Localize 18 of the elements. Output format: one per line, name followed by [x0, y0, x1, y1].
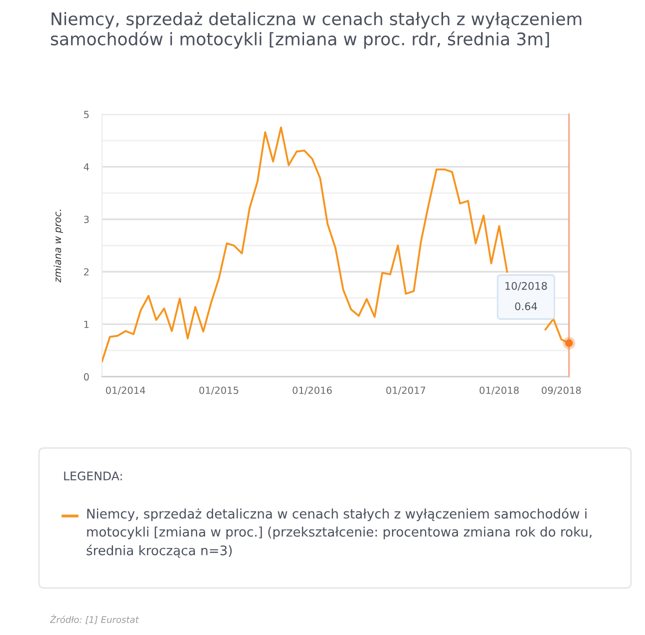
y-tick-label: 2 [84, 268, 89, 276]
annotation: 10/2018 0.64 [506, 282, 547, 310]
legend-title: LEGENDA: [64, 471, 122, 480]
y-tick-label: 0 [84, 373, 89, 381]
x-tick-label: 01/2018 [480, 386, 519, 395]
y-tick-label: 1 [84, 320, 89, 328]
chart-title: Niemcy, sprzedaż detaliczna w cenach stałych z wyłączeniem samochodów i motocykli [zmiana w proc. rdr, średnia 3m] [50, 12, 582, 49]
x-tick-label: 01/2016 [292, 386, 332, 395]
text: Źródło: [1] Eurostat [50, 614, 140, 624]
x-tick-label: 09/2018 [542, 386, 581, 395]
y-tick-label: 5 [84, 110, 89, 118]
x-tick-label: 01/2015 [199, 386, 238, 395]
x-tick-label: 01/2014 [106, 386, 146, 395]
y-tick-label: 3 [84, 216, 89, 224]
y-axis-title: zmiana w proc. [54, 210, 63, 283]
y-tick-label: 4 [84, 163, 89, 170]
x-tick-label: 01/2017 [386, 386, 426, 395]
legend-label: Niemcy, sprzedaż detaliczna w cenach stałych z wyłączeniem samochodów i motocykli [zmiana w proc.] (przekształcenie: procentowa zmiana rok do roku, średnia krocząca n=3) [86, 508, 592, 558]
